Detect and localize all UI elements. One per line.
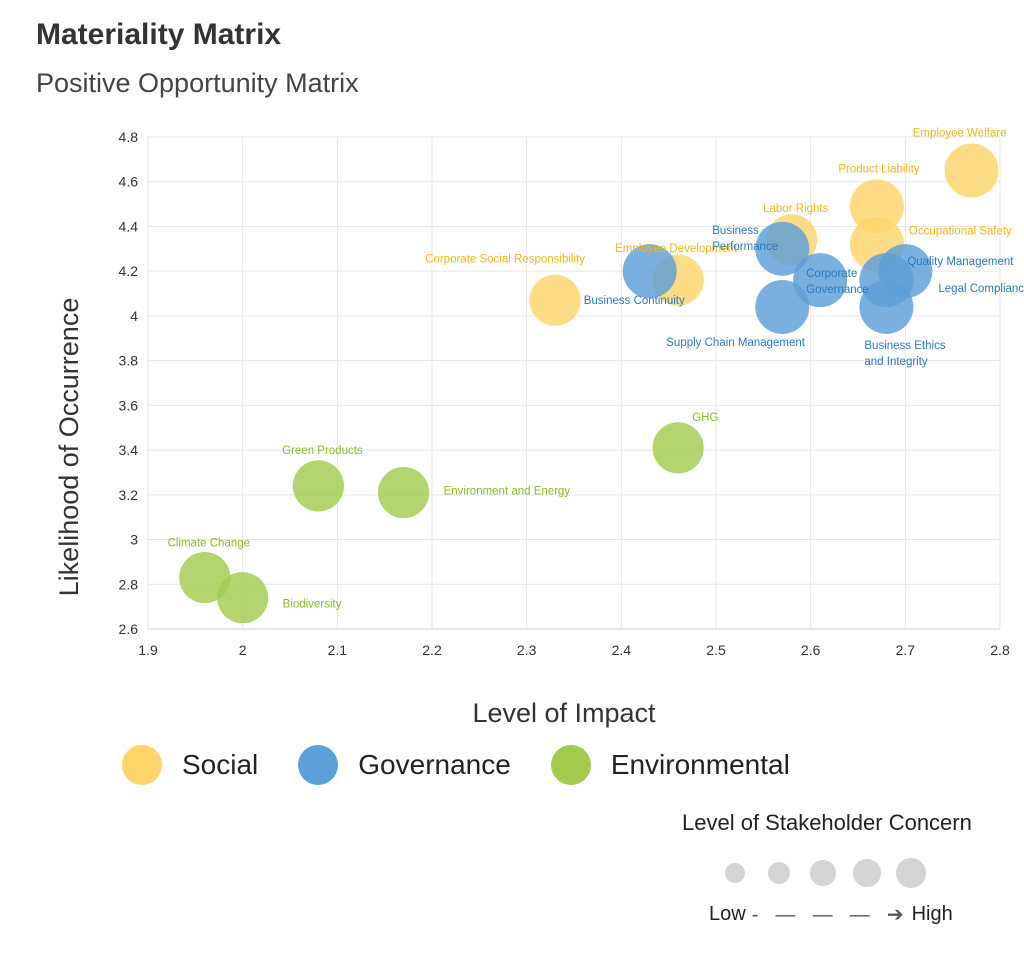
x-tick-label: 2.2 [422,642,442,658]
bubble-business-performance[interactable] [755,221,810,276]
y-tick-label: 4.8 [119,129,139,145]
dashed-arrow-icon: - — — — ➔ [751,904,906,926]
size-legend-dot [724,862,746,884]
bubble-label: Corporate Governance [806,268,869,296]
size-legend-scale: Low - — — — ➔ High [709,902,953,927]
bubble-label: Product Liability [838,163,919,175]
y-tick-label: 3.4 [119,442,139,458]
bubble-corporate-governance[interactable] [793,253,848,308]
size-legend-dot [810,860,836,886]
x-tick-label: 1.9 [138,642,158,658]
bubble-label-line: Business Ethics [864,340,945,352]
size-legend-high: High [911,903,953,925]
y-tick-label: 3.6 [119,397,139,413]
y-tick-label: 4.2 [119,263,139,279]
bubble-climate-change[interactable] [179,551,231,604]
bubble-label-line: Corporate [806,268,857,280]
legend-governance-icon [298,745,339,785]
bubble-label-line: Governance [806,284,869,296]
legend-label: Social [182,749,259,780]
bubble-corporate-social-responsibility[interactable] [529,274,581,326]
bubble-label: Business Ethics and Integrity [864,340,945,368]
bubble-label: Biodiversity [283,599,342,611]
bubble-label: Quality Management [907,256,1014,268]
bubble-business-ethics-and-integrity[interactable] [859,279,914,334]
size-legend-dot [853,859,881,887]
legend-item-governance[interactable]: Governance [298,745,511,785]
bubble-label-line: Performance [712,241,778,253]
x-tick-label: 2.4 [612,642,632,658]
bubble-environment-and-energy[interactable] [378,466,430,519]
y-tick-label: 2.8 [119,576,139,592]
legend-environmental-icon [550,745,591,785]
bubble-label: Employee Development [615,243,738,255]
x-axis-label: Level of Impact [472,698,656,728]
chart-title: Materiality Matrix [36,18,282,51]
x-tick-label: 2.7 [896,642,916,658]
bubble-label: Environment and Energy [444,486,571,498]
bubble-label: Business Continuity [584,295,685,307]
bubbles [179,143,999,624]
y-tick-label: 4.4 [119,218,139,234]
x-tick-label: 2 [239,642,247,658]
y-tick-label: 2.6 [119,621,139,637]
bubble-business-continuity[interactable] [622,244,677,299]
bubble-ghg[interactable] [652,422,704,474]
chart-subtitle: Positive Opportunity Matrix [36,68,359,98]
legend-item-environmental[interactable]: Environmental [550,745,790,785]
bubble-supply-chain-management[interactable] [755,279,810,334]
grid [147,136,1001,630]
bubble-label: Corporate Social Responsibility [425,253,585,265]
y-axis-label: Likelihood of Occurrence [54,298,84,597]
bubble-label-line: Business [712,225,759,237]
bubble-label: Employee Welfare [913,128,1007,140]
bubble-label: Supply Chain Management [666,337,806,349]
x-tick-label: 2.3 [517,642,537,658]
bubble-label: Business Performance [712,225,778,253]
y-tick-label: 4.6 [119,174,139,190]
bubble-label: Occupational Safety [909,225,1012,237]
x-tick-label: 2.1 [328,642,348,658]
bubble-label-line: and Integrity [864,356,928,368]
bubble-label: Labor Rights [763,203,828,215]
size-legend-title: Level of Stakeholder Concern [682,810,972,835]
y-tick-label: 4 [130,308,138,324]
size-legend-low: Low [709,903,746,925]
size-legend-dots [720,855,950,891]
series-legend: Social Governance Environmental [122,745,830,785]
size-legend-dot [896,858,926,888]
y-tick-label: 3.2 [119,487,139,503]
legend-item-social[interactable]: Social [122,745,258,785]
bubble-label: Climate Change [168,538,250,550]
legend-social-icon [122,745,162,785]
y-tick-label: 3 [130,532,138,548]
bubble-employee-welfare[interactable] [944,143,999,198]
y-tick-label: 3.8 [119,353,139,369]
bubble-labels: Employee Welfare Product Liability Labor R… [168,128,1024,611]
bubble-biodiversity[interactable] [217,572,269,624]
bubble-label: Green Products [282,445,363,457]
axes: 1.9 2 2.1 2.2 2.3 2.4 2.5 2.6 2.7 2.8 2.6 2.8 3 3.2 3.… [119,129,1010,658]
x-tick-label: 2.6 [801,642,821,658]
legend-label: Governance [358,749,511,780]
legend-label: Environmental [610,749,790,780]
x-tick-label: 2.8 [990,642,1010,658]
bubble-product-liability[interactable] [849,179,904,234]
x-tick-label: 2.5 [706,642,726,658]
bubble-green-products[interactable] [292,460,344,512]
materiality-scatter-chart: 1.9 2 2.1 2.2 2.3 2.4 2.5 2.6 2.7 2.8 2.6 2.8 3 3.2 3.… [54,128,1024,728]
size-legend-dot [767,861,791,885]
bubble-label: GHG [692,412,718,424]
bubble-label: Legal Compliance [938,283,1024,295]
